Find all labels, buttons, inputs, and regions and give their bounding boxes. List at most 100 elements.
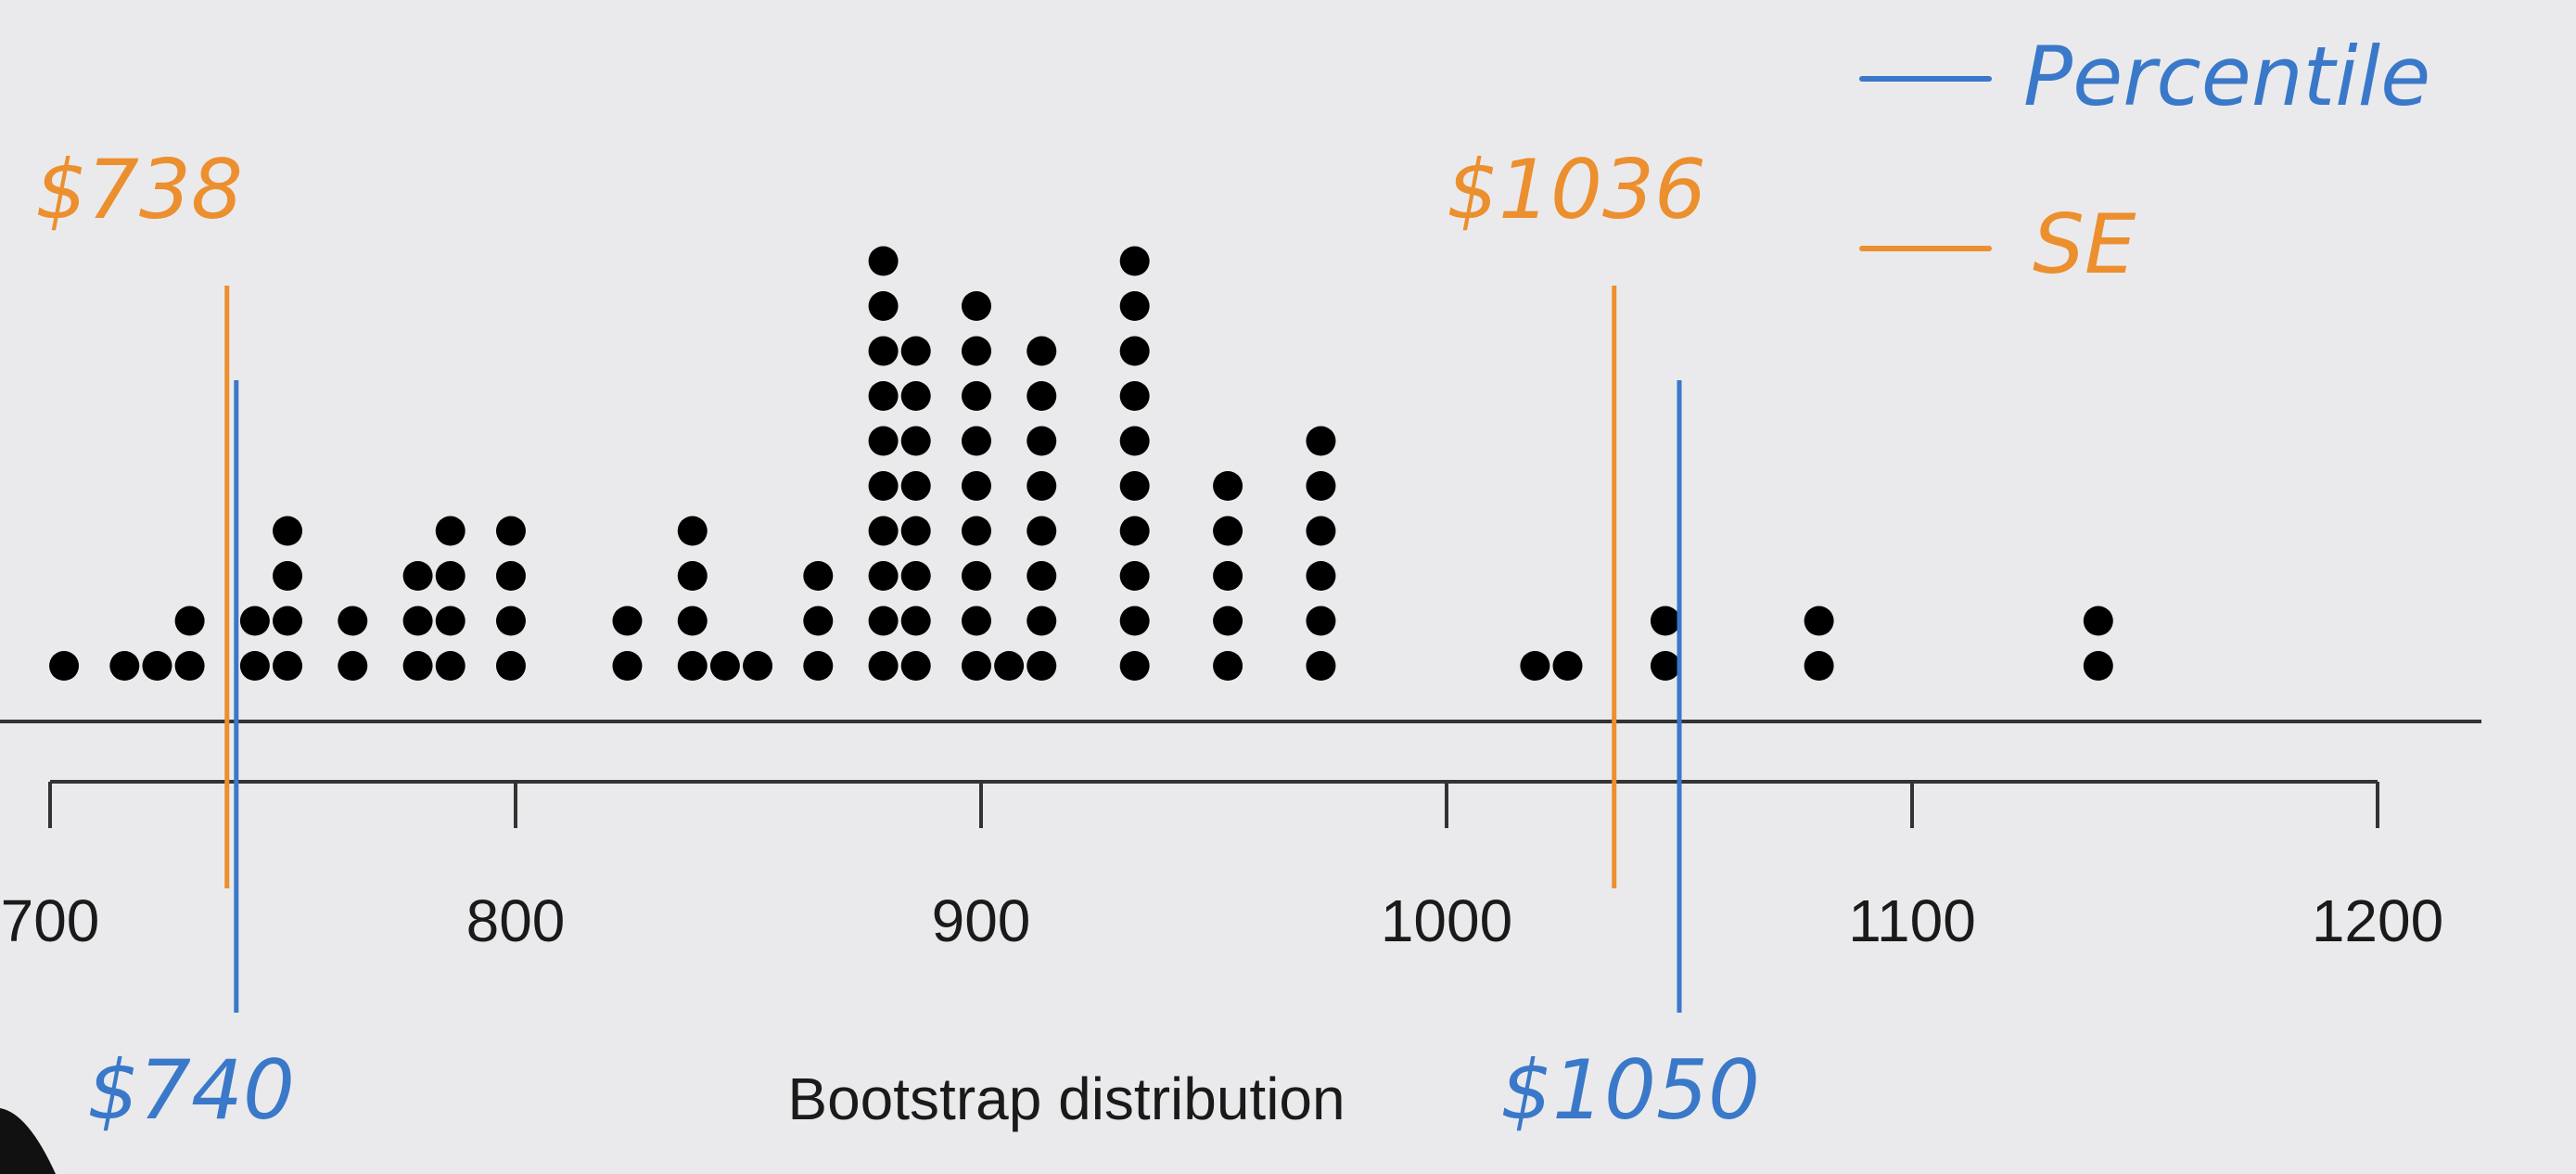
data-dot [1027,471,1057,501]
data-dot [900,426,931,456]
data-dot [1804,651,1834,681]
data-dot [961,426,991,456]
x-tick-label-800: 800 [466,887,566,954]
legend-se-label: SE [2033,197,2136,292]
data-dot [1119,471,1150,501]
data-dot [402,651,433,681]
data-dot [1306,606,1336,636]
data-dot [338,651,368,681]
data-dot [868,471,899,501]
data-dot [900,381,931,411]
data-dot [803,606,834,636]
data-dot [1119,291,1150,321]
se-upper-label: $1036 [1447,142,1706,237]
data-dot [1119,381,1150,411]
data-dot [239,651,270,681]
data-dot [402,606,433,636]
data-dot [1213,516,1243,546]
data-dot [273,651,303,681]
data-dot [677,561,708,591]
data-dot [612,606,643,636]
data-dot [1520,651,1550,681]
data-dot [900,651,931,681]
data-dot [1027,651,1057,681]
data-dot [435,561,465,591]
data-dot [1213,606,1243,636]
data-dot [803,651,834,681]
data-dot [900,471,931,501]
data-dot [868,381,899,411]
data-dot [961,336,991,366]
data-dot [1306,471,1336,501]
data-dot [402,561,433,591]
data-dot [709,651,740,681]
data-dot [1027,606,1057,636]
data-dot [1306,516,1336,546]
data-dot [994,651,1025,681]
data-dot [495,516,526,546]
data-dot [961,516,991,546]
data-dot [1306,426,1336,456]
data-dot [273,516,303,546]
data-dot [900,561,931,591]
data-dot [868,606,899,636]
percentile-lower-label: $740 [87,1042,295,1138]
data-dot [109,651,140,681]
data-dot [868,426,899,456]
data-dot [1213,471,1243,501]
data-dot [803,561,834,591]
data-dot [961,471,991,501]
data-dot [961,606,991,636]
data-dot [1119,651,1150,681]
data-dot [435,516,465,546]
data-dot [1119,336,1150,366]
data-dot [1119,561,1150,591]
data-dot [1650,606,1680,636]
data-dot [338,606,368,636]
data-dot [961,651,991,681]
data-dot [900,336,931,366]
legend-percentile-label: Percentile [2023,29,2430,124]
data-dot [868,516,899,546]
data-dot [1306,561,1336,591]
data-dot [435,651,465,681]
data-dot [961,561,991,591]
data-dot [1119,246,1150,276]
x-tick-label-1100: 1100 [1848,887,1976,954]
data-dot [174,606,205,636]
data-dot [495,651,526,681]
data-dot [2083,606,2113,636]
legend: Percentile SE [1859,29,2430,292]
data-dot [174,651,205,681]
data-dot [239,606,270,636]
data-dot [142,651,172,681]
x-tick-label-1000: 1000 [1381,887,1512,954]
data-dot [961,291,991,321]
data-dot [1804,606,1834,636]
data-dot [1306,651,1336,681]
data-dot [495,561,526,591]
data-dot [2083,651,2113,681]
data-dot [900,516,931,546]
data-dot [1119,516,1150,546]
data-dot [1552,651,1583,681]
data-dot [1027,516,1057,546]
data-dot [868,651,899,681]
data-dot [868,561,899,591]
x-tick-label-900: 900 [932,887,1031,954]
data-dot [961,381,991,411]
data-dot [1213,651,1243,681]
dots-layer [49,246,2113,681]
data-dot [677,516,708,546]
data-dot [49,651,80,681]
data-dot [900,606,931,636]
interval-lines [224,286,1682,1013]
x-axis-label: Bootstrap distribution [787,1066,1345,1132]
data-dot [612,651,643,681]
data-dot [1027,381,1057,411]
data-dot [1119,426,1150,456]
data-dot [868,336,899,366]
data-dot [868,291,899,321]
x-tick-label-700: 700 [1,887,100,954]
